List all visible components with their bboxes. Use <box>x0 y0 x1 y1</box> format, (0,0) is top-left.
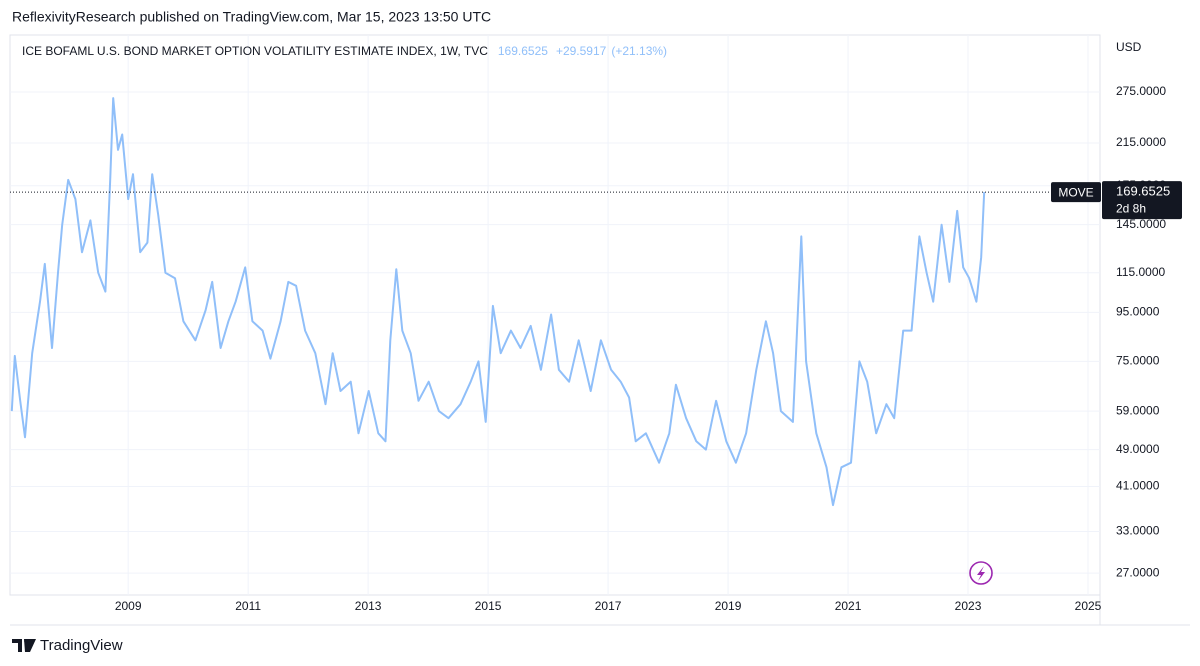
publisher: ReflexivityResearch published on Trading… <box>12 9 491 25</box>
change: +29.5917 <box>556 44 607 58</box>
y-tick-label: 95.0000 <box>1116 305 1160 319</box>
price-tags: MOVE 169.6525 2d 8h <box>1051 181 1182 220</box>
x-tick-label: 2025 <box>1075 599 1102 613</box>
x-tick-label: 2011 <box>235 599 261 613</box>
grid: 27.0000 33.0000 41.0000 49.0000 59.0000 75.00… <box>10 35 1166 613</box>
y-tick-label: 59.0000 <box>1116 403 1160 417</box>
series-line <box>10 97 986 507</box>
price-tag-bg <box>1102 181 1182 220</box>
x-tick-label: 2009 <box>115 599 142 613</box>
last-value: 169.6525 <box>498 44 548 58</box>
x-tick-label: 2021 <box>835 599 862 613</box>
alert-icon <box>969 561 993 585</box>
x-tick-label: 2017 <box>595 599 622 613</box>
change-percent: (+21.13%) <box>611 44 667 58</box>
x-tick-label: 2015 <box>475 599 502 613</box>
y-tick-label: 33.0000 <box>1116 524 1160 538</box>
y-tick-label: 41.0000 <box>1116 479 1160 493</box>
x-tick-label: 2019 <box>715 599 742 613</box>
price-tag-value: 169.6525 <box>1116 184 1170 199</box>
x-tick-label: 2023 <box>955 599 982 613</box>
legend-line: ICE BOFAML U.S. BOND MARKET OPTION VOLAT… <box>22 44 667 58</box>
y-tick-label: 275.0000 <box>1116 84 1166 98</box>
y-tick-label: 215.0000 <box>1116 135 1166 149</box>
footer-logo <box>12 639 36 652</box>
series-tag: MOVE <box>1058 185 1093 199</box>
y-tick-label: 115.0000 <box>1116 265 1165 279</box>
chart-title: ICE BOFAML U.S. BOND MARKET OPTION VOLAT… <box>22 44 488 58</box>
x-tick-label: 2013 <box>355 599 382 613</box>
y-tick-label: 145.0000 <box>1116 217 1166 231</box>
y-tick-label: 27.0000 <box>1116 565 1160 579</box>
y-tick-label: 49.0000 <box>1116 442 1160 456</box>
currency: USD <box>1116 40 1142 54</box>
plot <box>10 97 1100 507</box>
footer-brand: TradingView <box>40 637 123 654</box>
price-tag-countdown: 2d 8h <box>1116 201 1146 215</box>
y-tick-label: 75.0000 <box>1116 354 1160 368</box>
series-tag-bg <box>1051 182 1101 203</box>
